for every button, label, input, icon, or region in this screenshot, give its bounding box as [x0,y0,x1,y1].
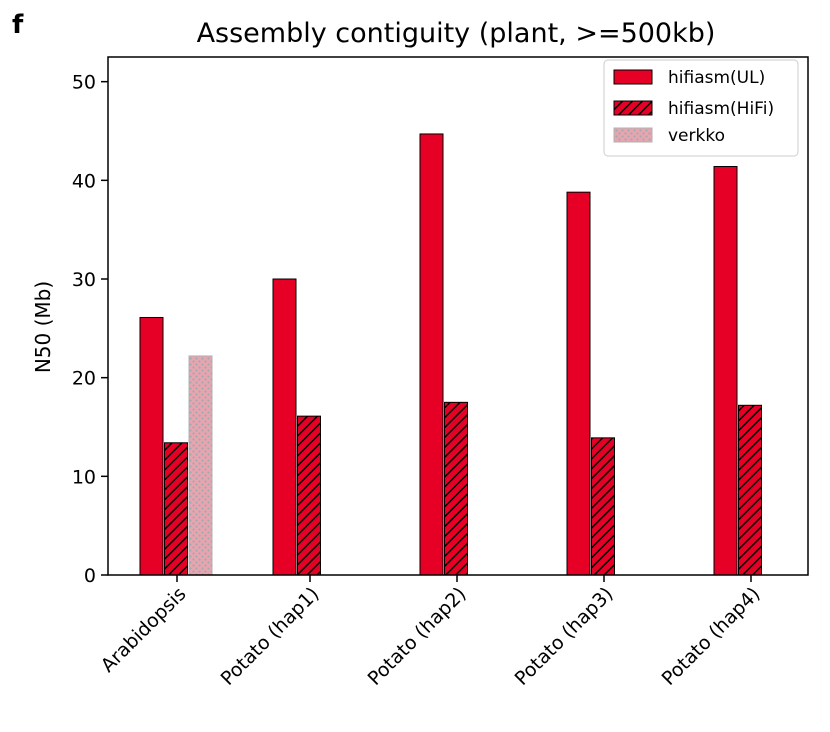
x-tick-label: Potato (hap3) [511,583,618,690]
legend-swatch-hifi [613,100,653,116]
legend: hifiasm(UL) hifiasm(HiFi) verkko [603,59,799,157]
legend-label-ul: hifiasm(UL) [668,68,765,88]
bar-hifiasm-hifi [297,415,321,576]
y-axis-label: N50 (Mb) [31,281,55,373]
x-tick-label: Potato (hap1) [217,583,324,690]
plot-frame [107,56,809,576]
y-tick-label: 30 [72,269,96,291]
y-axis: 0 10 20 30 40 50 [72,72,108,587]
panel-letter: f [12,10,24,40]
x-axis: Arabidopsis Potato (hap1) Potato (hap2) Pot… [97,575,765,690]
y-tick-label: 10 [72,466,96,488]
y-tick-label: 50 [72,72,96,94]
legend-label-verkko: verkko [668,126,725,146]
bar-hifiasm-ul [419,133,444,576]
legend-swatch-verkko [613,127,653,143]
bar-hifiasm-ul [566,191,591,576]
bar-hifiasm-hifi [164,442,188,576]
bars-layer [139,133,762,576]
bar-hifiasm-hifi [591,437,615,576]
legend-label-hifi: hifiasm(HiFi) [668,99,774,119]
bar-hifiasm-ul [272,278,297,576]
y-tick-label: 40 [72,170,96,192]
bar-hifiasm-ul [713,166,738,576]
bar-hifiasm-ul [139,316,164,576]
x-tick-label: Arabidopsis [97,583,191,677]
chart-title: Assembly contiguity (plant, >=500kb) [197,18,716,49]
bar-hifiasm-hifi [738,404,762,576]
x-tick-label: Potato (hap2) [364,583,471,690]
bar-verkko [188,355,213,576]
y-tick-label: 0 [84,565,96,587]
x-tick-label: Potato (hap4) [658,583,765,690]
legend-swatch-ul [613,69,653,85]
y-tick-label: 20 [72,368,96,390]
bar-hifiasm-hifi [444,401,468,576]
